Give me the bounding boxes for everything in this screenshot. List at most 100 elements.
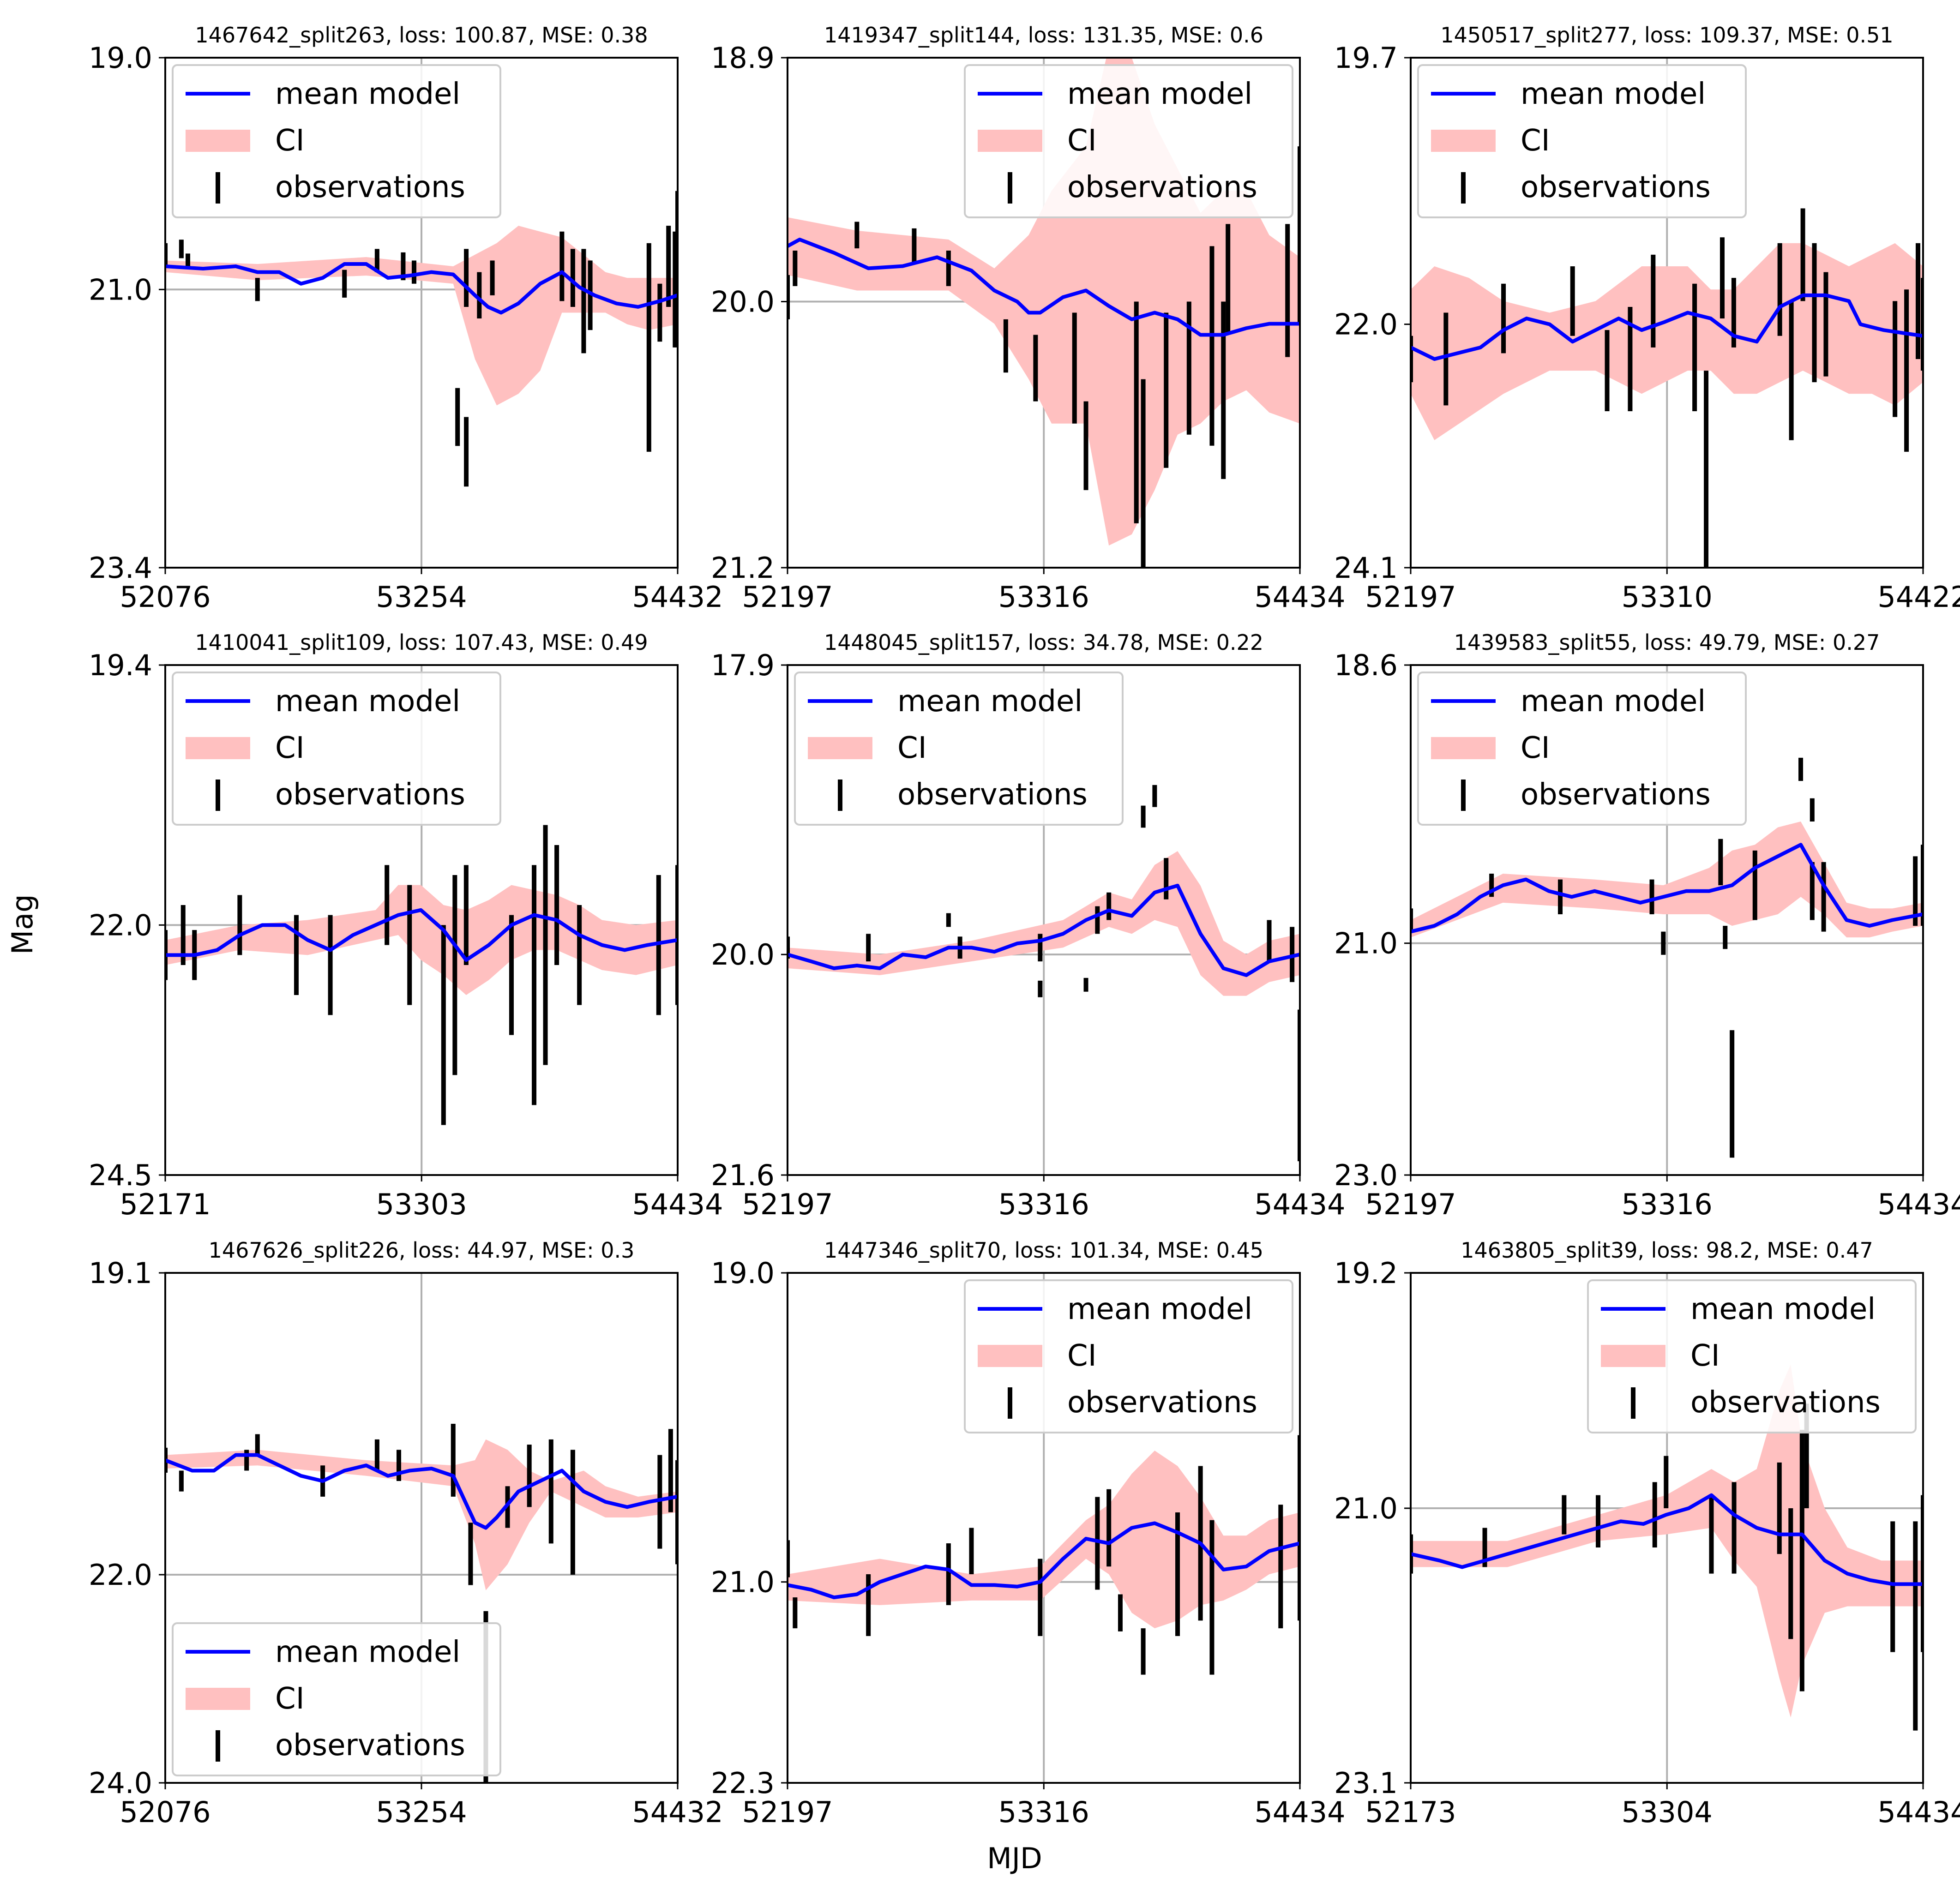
legend-ci-label: CI [1521, 731, 1550, 765]
panel-title: 1467626_split226, loss: 44.97, MSE: 0.3 [209, 1238, 635, 1263]
legend: mean model CI observations [172, 1622, 501, 1776]
panel-1: 1467642_split263, loss: 100.87, MSE: 0.3… [89, 23, 723, 614]
ci-band [165, 226, 678, 406]
x-tick-label: 52197 [742, 1795, 833, 1829]
y-tick-label: 19.0 [711, 1256, 775, 1290]
legend-box [172, 1622, 501, 1776]
panel-title: 1419347_split144, loss: 131.35, MSE: 0.6 [824, 23, 1263, 48]
x-tick-label: 54434 [632, 1187, 723, 1221]
legend-model-label: mean model [275, 77, 460, 111]
panel-title: 1450517_split277, loss: 109.37, MSE: 0.5… [1440, 23, 1893, 48]
mean-model-line [165, 908, 678, 962]
legend-ci-label: CI [897, 731, 927, 765]
legend-model-label: mean model [1067, 77, 1252, 111]
plot-area [1411, 757, 1923, 1158]
legend-ci-label: CI [1521, 124, 1550, 158]
panel-title: 1447346_split70, loss: 101.34, MSE: 0.45 [824, 1238, 1263, 1263]
x-tick-label: 54434 [1254, 1795, 1345, 1829]
panel-title: 1410041_split109, loss: 107.43, MSE: 0.4… [195, 630, 648, 655]
y-tick-label: 19.7 [1334, 41, 1398, 75]
panel-4: 1410041_split109, loss: 107.43, MSE: 0.4… [89, 630, 723, 1221]
panel-2: 1419347_split144, loss: 131.35, MSE: 0.6… [711, 23, 1346, 614]
mean-model-line [165, 262, 678, 315]
legend-ci-swatch [1601, 1345, 1665, 1367]
y-tick-label: 20.0 [711, 285, 775, 318]
plot-area [1411, 208, 1923, 568]
y-tick-label: 20.0 [711, 938, 775, 971]
y-tick-label: 18.9 [711, 41, 775, 75]
y-tick-label: 24.0 [89, 1766, 152, 1800]
legend-observations-label: observations [275, 1728, 465, 1763]
legend: mean model CI observations [1587, 1279, 1917, 1433]
y-tick-label: 22.3 [711, 1766, 775, 1800]
y-tick-label: 22.0 [89, 908, 152, 942]
x-tick-label: 54422 [1877, 580, 1960, 614]
panel-title: 1463805_split39, loss: 98.2, MSE: 0.47 [1461, 1238, 1873, 1263]
legend-model-label: mean model [1521, 77, 1706, 111]
legend-ci-swatch [808, 737, 872, 759]
x-tick-label: 52197 [1365, 580, 1456, 614]
mean-model-line [788, 237, 1300, 337]
legend-ci-label: CI [1690, 1339, 1720, 1373]
plot-area [788, 1435, 1300, 1675]
legend-box [964, 1279, 1293, 1433]
mean-model-line [788, 1521, 1300, 1600]
x-tick-label: 54432 [632, 580, 723, 614]
x-tick-label: 52197 [742, 580, 833, 614]
x-tick-label: 52173 [1365, 1795, 1456, 1829]
plot-area [165, 191, 678, 487]
panel-title: 1448045_split157, loss: 34.78, MSE: 0.22 [824, 630, 1263, 655]
panel-9: 1463805_split39, loss: 98.2, MSE: 0.47 52… [1334, 1238, 1960, 1829]
axes-frame [787, 1272, 1301, 1784]
legend-observations-label: observations [1067, 170, 1257, 204]
legend-model-label: mean model [897, 684, 1082, 719]
legend-box [1587, 1279, 1917, 1433]
x-axis-label: MJD [987, 1841, 1042, 1875]
y-tick-label: 22.0 [89, 1558, 152, 1592]
y-tick-label: 21.6 [711, 1158, 775, 1192]
plot-area [788, 785, 1300, 1162]
panel-5: 1448045_split157, loss: 34.78, MSE: 0.22… [711, 630, 1346, 1221]
legend-observations-label: observations [1521, 170, 1711, 204]
legend-model-label: mean model [1521, 684, 1706, 719]
legend: mean model CI observations [964, 64, 1293, 218]
y-tick-label: 21.0 [1334, 1492, 1398, 1525]
ci-band [1411, 243, 1923, 440]
legend-ci-swatch [186, 737, 250, 759]
y-tick-label: 18.6 [1334, 648, 1398, 682]
legend: mean model CI observations [964, 1279, 1293, 1433]
legend-ci-swatch [978, 130, 1042, 152]
x-tick-label: 53316 [998, 1795, 1089, 1829]
panel-7: 1467626_split226, loss: 44.97, MSE: 0.3 5… [89, 1238, 723, 1829]
legend: mean model CI observations [172, 64, 501, 218]
axes-frame [164, 57, 679, 569]
legend-box [1417, 672, 1747, 826]
legend-box [964, 64, 1293, 218]
x-tick-label: 54434 [1254, 1187, 1345, 1221]
panel-6: 1439583_split55, loss: 49.79, MSE: 0.27 5… [1334, 630, 1960, 1221]
plot-area [165, 825, 678, 1125]
y-tick-label: 23.0 [1334, 1158, 1398, 1192]
legend-ci-label: CI [1067, 1339, 1097, 1373]
legend-observations-label: observations [275, 778, 465, 812]
x-tick-label: 53310 [1622, 580, 1713, 614]
legend: mean model CI observations [1417, 64, 1747, 218]
ci-band [1411, 822, 1923, 938]
legend-ci-swatch [1431, 130, 1496, 152]
x-tick-label: 53316 [1622, 1187, 1713, 1221]
legend-model-label: mean model [1067, 1292, 1252, 1326]
legend-model-label: mean model [275, 684, 460, 719]
legend-box [1417, 64, 1747, 218]
mean-model-line [165, 1453, 678, 1530]
legend-observations-label: observations [1067, 1385, 1257, 1420]
y-tick-label: 21.2 [711, 551, 775, 585]
y-tick-label: 22.0 [1334, 308, 1398, 342]
y-tick-label: 24.5 [89, 1158, 152, 1192]
mean-model-line [1411, 843, 1923, 934]
x-tick-label: 53316 [998, 1187, 1089, 1221]
legend: mean model CI observations [794, 672, 1124, 826]
x-tick-label: 52197 [1365, 1187, 1456, 1221]
axes-frame [787, 664, 1301, 1176]
legend-ci-swatch [186, 1688, 250, 1710]
